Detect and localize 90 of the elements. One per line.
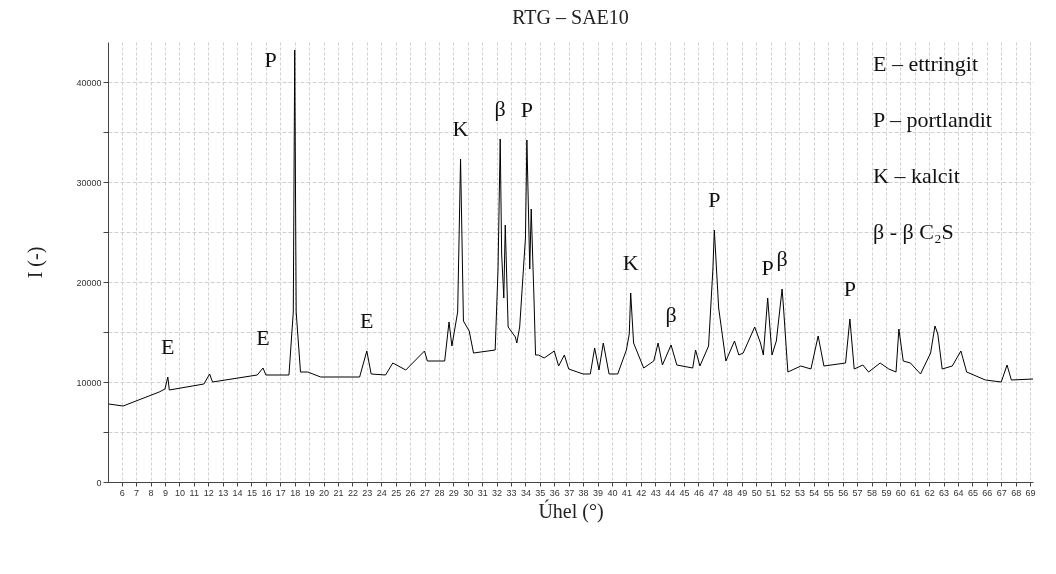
y-axis-title: I (-) [24,246,48,279]
annotation: K [622,250,639,275]
annotation: E [161,334,175,359]
x-tick-label: 33 [506,487,517,498]
x-tick-label: 58 [867,487,878,498]
x-tick-label: 25 [391,487,402,498]
annotation: β [776,246,788,271]
x-tick-label: 52 [780,487,791,498]
x-tick-label: 6 [119,487,125,498]
x-tick-label: 12 [203,487,214,498]
x-tick-label: 14 [232,487,243,498]
chart-title: RTG – SAE10 [512,6,629,28]
x-tick-label: 23 [362,487,373,498]
y-tick-label: 10000 [76,377,102,388]
x-tick-label: 57 [852,487,863,498]
x-tick-label: 38 [578,487,589,498]
annotation: E [360,308,374,333]
y-tick-label: 30000 [76,177,102,188]
x-tick-label: 49 [737,487,748,498]
y-tick-label: 0 [96,477,102,488]
x-tick-label: 56 [838,487,849,498]
x-tick-label: 24 [376,487,387,498]
x-tick-label: 46 [693,487,704,498]
x-tick-label: 8 [148,487,154,498]
x-tick-label: 35 [535,487,546,498]
x-tick-label: 34 [520,487,531,498]
x-tick-label: 29 [448,487,459,498]
annotation: K [452,116,469,141]
x-tick-label: 16 [261,487,272,498]
x-tick-label: 55 [823,487,834,498]
x-tick-label: 63 [939,487,950,498]
x-tick-label: 43 [650,487,661,498]
x-tick-label: 11 [189,487,199,498]
x-tick-label: 20 [319,487,330,498]
annotation: E [256,325,270,350]
x-tick-label: 44 [665,487,676,498]
x-tick-label: 32 [492,487,503,498]
x-tick-label: 21 [333,487,344,498]
x-tick-label: 19 [304,487,315,498]
x-tick-label: 61 [910,487,921,498]
annotation: E – ettringit [873,51,979,76]
annotation: P [761,255,774,280]
annotation: P [843,276,856,301]
x-tick-label: 37 [564,487,575,498]
x-tick-label: 17 [275,487,286,498]
annotation: P [520,97,534,122]
x-tick-label: 68 [1011,487,1022,498]
x-tick-label: 42 [636,487,647,498]
x-tick-label: 67 [996,487,1007,498]
x-tick-label: 54 [809,487,820,498]
x-tick-label: 66 [982,487,993,498]
x-tick-label: 47 [708,487,719,498]
x-tick-label: 31 [477,487,488,498]
x-tick-label: 45 [679,487,690,498]
x-tick-label: 51 [766,487,777,498]
line-series [108,49,1033,407]
x-tick-label: 22 [347,487,358,498]
x-tick-label: 50 [751,487,762,498]
x-tick-label: 26 [405,487,416,498]
x-tick-label: 13 [218,487,229,498]
annotation: P [264,47,277,72]
x-tick-label: 10 [174,487,185,498]
x-tick-label: 28 [434,487,445,498]
x-tick-label: 60 [895,487,906,498]
x-tick-label: 30 [463,487,474,498]
x-tick-label: 53 [794,487,805,498]
x-tick-label: 65 [967,487,978,498]
x-axis-title: Úhel (°) [538,498,604,523]
x-tick-label: 69 [1025,487,1036,498]
x-tick-label: 41 [621,487,632,498]
x-tick-label: 62 [924,487,935,498]
x-tick-label: 59 [881,487,892,498]
x-tick-label: 18 [290,487,301,498]
x-tick-label: 39 [593,487,604,498]
y-tick-label: 20000 [76,277,102,288]
annotation: P – portlandit [873,107,992,132]
x-tick-label: 36 [549,487,560,498]
annotation: β - β C₂S [873,219,954,244]
annotation: β [494,96,506,121]
x-tick-label: 7 [134,487,140,498]
x-tick-label: 9 [162,487,168,498]
y-tick-label: 40000 [76,77,102,88]
annotation: β [665,302,677,327]
annotation: P [708,187,721,212]
x-tick-label: 64 [953,487,964,498]
x-tick-label: 40 [607,487,618,498]
x-tick-label: 48 [722,487,733,498]
x-tick-label: 27 [420,487,431,498]
annotation: K – kalcit [873,163,960,188]
x-tick-label: 15 [246,487,257,498]
